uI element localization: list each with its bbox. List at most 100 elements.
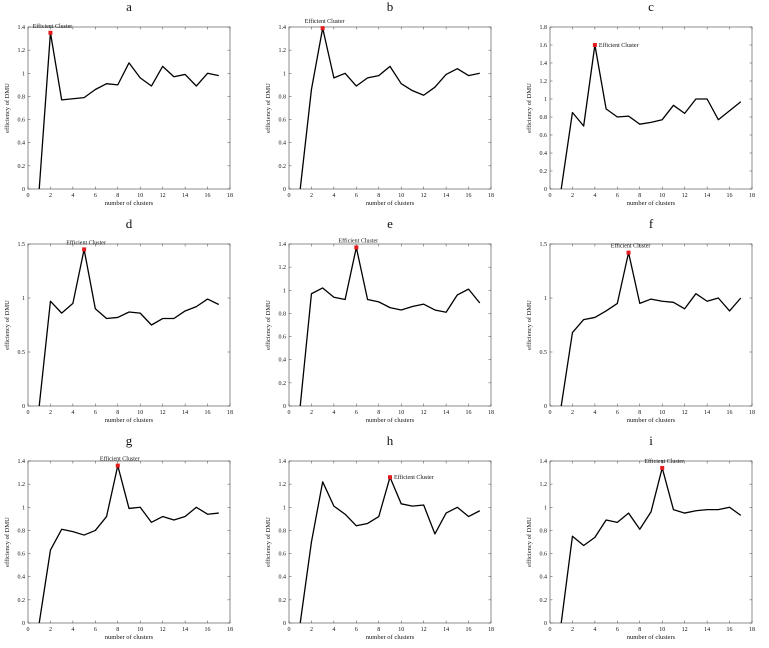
y-tick-label: 0.8 (540, 528, 548, 534)
y-axis-label: efficiency of DMU (265, 83, 272, 133)
x-axis-label: number of clusters (366, 417, 415, 424)
x-tick-label: 6 (616, 193, 619, 199)
x-tick-label: 14 (182, 627, 188, 633)
y-tick-label: 1 (283, 505, 286, 511)
panel-i: i 0 2 4 6 8 10 12 14 16 18 0 0.2 0.4 0.6 0.8 1 1.2 1.4 numb… (526, 433, 755, 641)
efficient-cluster-marker (354, 245, 359, 250)
x-tick-label: 4 (332, 193, 335, 199)
x-tick-label: 18 (749, 627, 755, 633)
y-axis-label: efficiency of DMU (4, 83, 11, 133)
x-tick-label: 4 (593, 410, 596, 416)
efficient-cluster-label: Efficient Cluster (644, 458, 684, 465)
x-tick-label: 14 (704, 410, 710, 416)
x-tick-label: 0 (288, 410, 291, 416)
y-tick-label: 1 (544, 505, 547, 511)
x-tick-label: 16 (466, 193, 472, 199)
x-tick-label: 10 (659, 410, 665, 416)
y-tick-label: 0 (22, 187, 25, 193)
x-tick-label: 6 (616, 410, 619, 416)
x-tick-label: 10 (137, 410, 143, 416)
x-tick-label: 18 (227, 627, 233, 633)
x-tick-label: 6 (616, 627, 619, 633)
x-tick-label: 14 (443, 410, 449, 416)
y-tick-label: 1.5 (540, 242, 548, 248)
y-tick-label: 1.4 (279, 459, 287, 465)
efficient-cluster-marker (592, 43, 597, 47)
panel-letter: i (649, 433, 653, 448)
y-tick-label: 0.2 (540, 169, 548, 175)
x-tick-label: 0 (27, 410, 30, 416)
x-tick-label: 2 (310, 627, 313, 633)
x-tick-label: 2 (571, 410, 574, 416)
x-tick-label: 16 (205, 627, 211, 633)
y-tick-label: 1.4 (18, 459, 26, 465)
x-tick-label: 12 (421, 193, 427, 199)
efficient-cluster-label: Efficient Cluster (33, 23, 73, 30)
y-tick-label: 1 (544, 296, 547, 302)
efficient-cluster-marker (115, 463, 120, 468)
x-tick-label: 0 (27, 627, 30, 633)
y-tick-label: 0.2 (18, 598, 26, 604)
x-tick-label: 14 (182, 193, 188, 199)
panel-f: f 0 2 4 6 8 10 12 14 16 18 0 0.5 1 1.5 number of cluste… (526, 216, 755, 424)
axes-box (288, 26, 492, 190)
series-line (38, 464, 219, 624)
x-tick-label: 16 (727, 627, 733, 633)
y-tick-label: 0.8 (18, 94, 26, 100)
x-tick-label: 12 (421, 410, 427, 416)
panel-a: a 0 2 4 6 8 10 12 14 16 18 0 0.2 0.4 0.6 0.8 1 1.2 1.4 numb… (4, 0, 233, 207)
x-tick-label: 18 (749, 410, 755, 416)
x-tick-label: 16 (466, 627, 472, 633)
series-line (299, 476, 481, 624)
y-axis-label: efficiency of DMU (526, 83, 533, 133)
y-tick-label: 0.5 (540, 350, 548, 356)
axes-box (27, 243, 231, 407)
efficient-cluster-marker (660, 465, 665, 470)
y-tick-label: 1.4 (279, 25, 287, 31)
efficient-cluster-marker (82, 247, 87, 252)
x-tick-label: 4 (71, 410, 74, 416)
y-tick-label: 0 (283, 621, 286, 627)
y-tick-label: 1 (22, 296, 25, 302)
x-tick-label: 10 (659, 193, 665, 199)
y-tick-label: 1.4 (540, 61, 548, 67)
efficient-cluster-label: Efficient Cluster (305, 18, 345, 25)
y-axis-label: efficiency of DMU (4, 300, 11, 350)
y-tick-label: 1.6 (540, 43, 548, 49)
y-tick-label: 1 (22, 71, 25, 77)
y-tick-label: 0.2 (279, 381, 287, 387)
y-tick-label: 0 (544, 621, 547, 627)
x-tick-label: 12 (682, 193, 688, 199)
y-tick-label: 0.2 (279, 598, 287, 604)
x-tick-label: 14 (704, 193, 710, 199)
x-tick-label: 6 (355, 627, 358, 633)
x-tick-label: 8 (116, 410, 119, 416)
x-tick-label: 14 (182, 410, 188, 416)
panel-c: c 0 2 4 6 8 10 12 14 16 18 0 0.2 0.4 0.6 0.8 1 1.2 1.4 1.6 1… (526, 0, 755, 207)
x-tick-label: 2 (49, 627, 52, 633)
y-tick-label: 0.6 (279, 335, 287, 341)
x-tick-label: 16 (727, 193, 733, 199)
panel-letter: a (126, 0, 132, 14)
panel-b: b 0 2 4 6 8 10 12 14 16 18 0 0.2 0.4 0.6 0.8 1 1.2 1.4 numb… (265, 0, 494, 207)
x-axis-label: number of clusters (105, 417, 154, 424)
y-tick-label: 0 (544, 404, 547, 410)
efficient-cluster-label: Efficient Cluster (338, 237, 378, 244)
y-tick-label: 0.4 (540, 151, 548, 157)
axes-box (549, 243, 753, 407)
panel-g: g 0 2 4 6 8 10 12 14 16 18 0 0.2 0.4 0.6 0.8 1 1.2 1.4 numb… (4, 433, 233, 641)
x-tick-label: 16 (466, 410, 472, 416)
panel-h: h 0 2 4 6 8 10 12 14 16 18 0 0.2 0.4 0.6 0.8 1 1.2 1.4 numb… (265, 433, 494, 641)
x-tick-label: 0 (27, 193, 30, 199)
y-tick-label: 0.8 (279, 94, 287, 100)
x-tick-label: 18 (227, 193, 233, 199)
y-axis-label: efficiency of DMU (265, 300, 272, 350)
x-tick-label: 2 (49, 193, 52, 199)
x-tick-label: 8 (638, 627, 641, 633)
y-tick-label: 1.2 (18, 482, 26, 488)
y-tick-label: 0.6 (540, 133, 548, 139)
x-tick-label: 4 (332, 410, 335, 416)
x-tick-label: 12 (421, 627, 427, 633)
axes-box (288, 460, 492, 624)
